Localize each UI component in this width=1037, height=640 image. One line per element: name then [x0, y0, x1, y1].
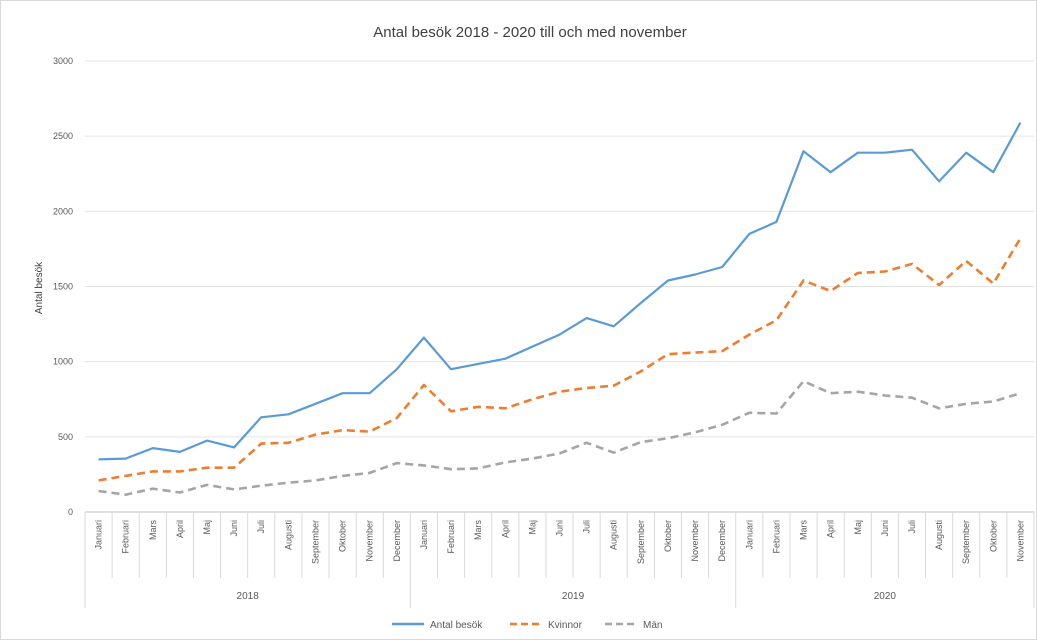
x-tick-label: September — [636, 520, 646, 564]
x-axis: Januari Februari Mars April Maj Juni Juli Augus… — [84, 511, 1035, 608]
x-tick-label: April — [175, 520, 185, 538]
x-tick-label: Februari — [446, 520, 456, 554]
x-tick-label: Januari — [744, 520, 754, 550]
x-tick-label: Mars — [799, 520, 809, 540]
x-tick-label: November — [690, 520, 700, 562]
x-tick-label: Mars — [148, 520, 158, 540]
x-tick-label: Oktober — [988, 520, 998, 552]
y-tick-label: 2500 — [53, 131, 73, 141]
series-line-m-n — [98, 379, 1021, 497]
series-lines — [98, 122, 1022, 497]
x-tick-label: Juli — [907, 520, 917, 534]
y-tick-label: 1500 — [53, 282, 73, 292]
x-tick-label: Oktober — [663, 520, 673, 552]
x-tick-label: Maj — [202, 520, 212, 535]
series-line-antal-bes-k — [98, 122, 1022, 461]
x-tick-label: Januari — [419, 520, 429, 550]
y-tick-label: 2000 — [53, 206, 73, 216]
x-tick-label: Januari — [94, 520, 104, 550]
y-axis-label: Antal besök — [34, 261, 45, 314]
legend-label: Män — [643, 620, 662, 631]
x-tick-label: December — [392, 520, 402, 562]
x-tick-label: September — [961, 520, 971, 564]
x-tick-label: April — [826, 520, 836, 538]
x-tick-label: Augusti — [934, 520, 944, 550]
x-tick-label: Augusti — [283, 520, 293, 550]
x-tick-label: Februari — [771, 520, 781, 554]
year-label: 2019 — [562, 591, 585, 602]
y-tick-label: 500 — [58, 432, 73, 442]
x-tick-label: Juni — [555, 520, 565, 537]
x-tick-label: December — [717, 520, 727, 562]
legend-label: Antal besök — [430, 620, 483, 631]
y-axis-ticks: 0 500 1000 1500 2000 2500 3000 — [53, 56, 73, 517]
x-tick-label: Juni — [880, 520, 890, 537]
legend-label: Kvinnor — [548, 620, 583, 631]
x-tick-label: Augusti — [609, 520, 619, 550]
y-tick-label: 0 — [68, 507, 73, 517]
year-label: 2018 — [237, 591, 260, 602]
x-tick-label: Maj — [853, 520, 863, 535]
x-tick-label: Mars — [473, 520, 483, 540]
x-tick-label: Februari — [121, 520, 131, 554]
x-tick-label: Juni — [229, 520, 239, 537]
x-tick-label: September — [310, 520, 320, 564]
x-tick-label: Juli — [582, 520, 592, 534]
x-tick-label: Maj — [527, 520, 537, 535]
legend: Antal besök Kvinnor Män — [392, 620, 662, 631]
series-line-kvinnor — [98, 237, 1022, 482]
x-tick-label: Oktober — [338, 520, 348, 552]
chart-title: Antal besök 2018 - 2020 till och med nov… — [373, 24, 687, 41]
y-tick-label: 3000 — [53, 56, 73, 66]
x-tick-label: November — [365, 520, 375, 562]
x-tick-label: Juli — [256, 520, 266, 534]
x-tick-label: November — [1015, 520, 1025, 562]
x-tick-label: April — [500, 520, 510, 538]
year-label: 2020 — [874, 591, 897, 602]
y-tick-label: 1000 — [53, 357, 73, 367]
